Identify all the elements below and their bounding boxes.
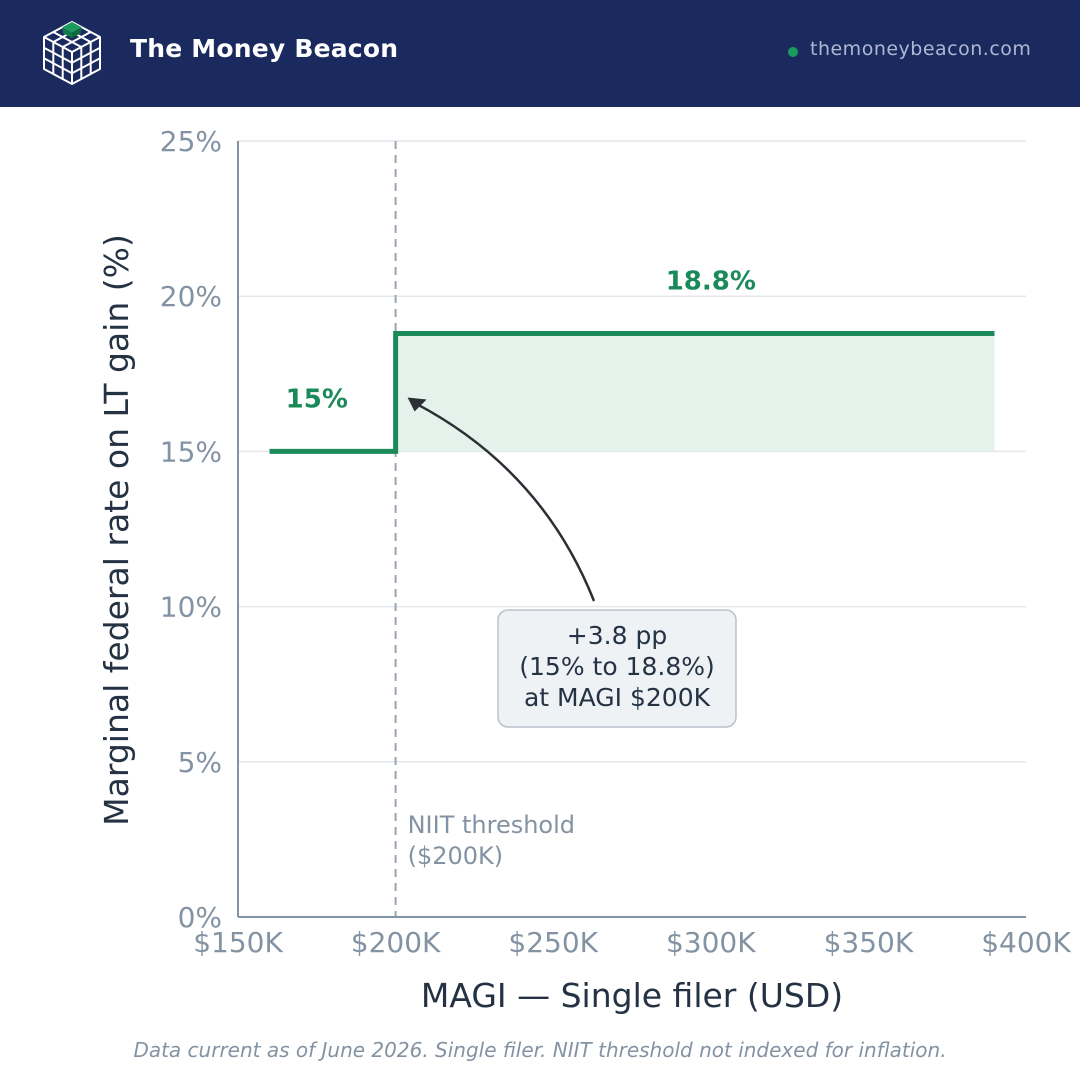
y-tick-label: 25% (160, 125, 222, 158)
y-tick-label: 20% (160, 280, 222, 313)
y-tick-label: 0% (178, 901, 222, 934)
callout-line-3: at MAGI $200K (524, 683, 711, 712)
increase-shaded-region (395, 333, 995, 452)
cube-grid-logo-icon (43, 21, 101, 85)
callout-arrow (415, 402, 596, 602)
data-label: 15% (286, 384, 348, 414)
x-tick-label: $200K (351, 926, 441, 959)
y-axis-title: Marginal federal rate on LT gain (%) (97, 234, 136, 826)
y-tick-labels: 0% 5% 10% 15% 20% 25% (160, 125, 222, 934)
x-axis-title: MAGI — Single filer (USD) (421, 976, 843, 1015)
niit-threshold-label: NIIT threshold (408, 811, 575, 839)
x-tick-label: $300K (666, 926, 756, 959)
x-tick-label: $150K (193, 926, 283, 959)
niit-threshold-value-label: ($200K) (408, 842, 504, 870)
x-tick-labels: $150K $200K $250K $300K $350K $400K (193, 926, 1071, 959)
callout-box (497, 609, 737, 728)
site-dot-icon (788, 47, 798, 57)
callout-arrowhead (407, 397, 427, 412)
data-labels: 15% 18.8% (286, 266, 756, 414)
x-tick-label: $400K (981, 926, 1071, 959)
footer-note: Data current as of June 2026. Single fil… (133, 1038, 947, 1062)
y-tick-label: 15% (160, 435, 222, 468)
header-bar: The Money Beacon themoneybeacon.com (0, 0, 1080, 107)
x-tick-label: $350K (824, 926, 914, 959)
rate-step-line (269, 330, 995, 454)
callout-line-2: (15% to 18.8%) (519, 652, 714, 681)
y-tick-label: 10% (160, 591, 222, 624)
x-tick-label: $250K (508, 926, 598, 959)
site-url[interactable]: themoneybeacon.com (810, 38, 1032, 60)
callout-line-1: +3.8 pp (567, 621, 667, 650)
y-tick-label: 5% (178, 746, 222, 779)
brand-name: The Money Beacon (130, 34, 399, 63)
data-label: 18.8% (666, 266, 756, 296)
